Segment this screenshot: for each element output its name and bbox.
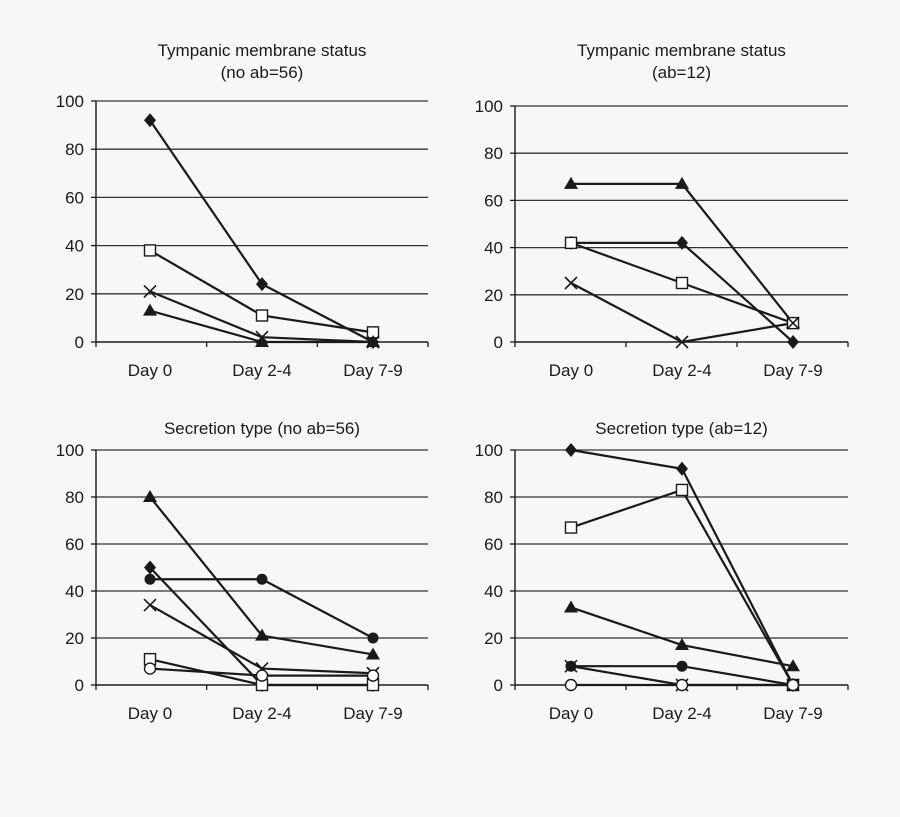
chart-panel-4: Secretion type (ab=12) 0 20 40 60 80 100 Day 0 D… xyxy=(475,419,849,723)
y-tick-label: 80 xyxy=(484,488,503,507)
series-2-point-2 xyxy=(255,309,269,322)
series-4-point-3 xyxy=(366,335,380,347)
y-tick-label: 20 xyxy=(484,286,503,305)
y-tick-label: 60 xyxy=(484,535,503,554)
x-tick-label: Day 0 xyxy=(128,361,172,380)
x-tick-label: Day 7-9 xyxy=(763,704,823,723)
y-tick-label: 40 xyxy=(484,239,503,258)
x-tick-label: Day 2-4 xyxy=(232,704,292,723)
series-line-2 xyxy=(571,241,794,343)
y-tick-label: 0 xyxy=(75,676,84,695)
series-2-point-2 xyxy=(676,235,688,250)
x-tick-label: Day 7-9 xyxy=(763,361,823,380)
y-tick-label: 100 xyxy=(475,441,503,460)
series-3-point-1 xyxy=(564,600,578,613)
series-6-point-3 xyxy=(366,669,380,682)
y-tick-label: 80 xyxy=(65,488,84,507)
chart-subtitle: (no ab=56) xyxy=(221,63,304,82)
series-1-point-1 xyxy=(144,113,156,128)
y-tick-label: 80 xyxy=(484,144,503,163)
y-tick-label: 60 xyxy=(65,188,84,207)
y-tick-label: 80 xyxy=(65,140,84,159)
series-1-point-1 xyxy=(143,490,157,502)
y-tick-label: 0 xyxy=(494,333,503,352)
y-tick-label: 100 xyxy=(475,97,503,116)
series-3-point-2 xyxy=(256,573,268,585)
series-3-point-2 xyxy=(675,638,689,651)
series-3-point-2 xyxy=(675,276,689,290)
series-line-3 xyxy=(570,606,794,668)
series-2-point-2 xyxy=(675,483,689,497)
series-4-point-2 xyxy=(255,335,269,347)
y-tick-label: 20 xyxy=(65,629,84,648)
chart-subtitle: (ab=12) xyxy=(652,63,711,82)
series-2-point-1 xyxy=(144,560,156,575)
chart-title: Tympanic membrane status xyxy=(158,41,367,60)
chart-title: Secretion type (no ab=56) xyxy=(164,419,360,438)
y-tick-label: 100 xyxy=(56,441,84,460)
series-3-point-3 xyxy=(367,632,379,644)
y-tick-label: 20 xyxy=(484,629,503,648)
series-4-point-3 xyxy=(786,316,800,330)
series-4-point-1 xyxy=(143,598,157,612)
y-tick-label: 20 xyxy=(65,285,84,304)
series-4-point-2 xyxy=(676,660,688,672)
series-line-1 xyxy=(149,119,374,343)
series-6-point-1 xyxy=(143,662,157,675)
x-tick-label: Day 2-4 xyxy=(652,361,712,380)
chart-panel-3: Secretion type (no ab=56) 0 20 40 60 80 100 Day… xyxy=(56,419,429,723)
y-tick-label: 40 xyxy=(65,237,84,256)
chart-panel-2: Tympanic membrane status (ab=12) 0 20 40 60 80… xyxy=(475,41,849,380)
series-line-2 xyxy=(570,488,794,686)
series-1-point-1 xyxy=(564,176,578,189)
series-6-point-3 xyxy=(786,678,800,692)
series-6-point-2 xyxy=(255,669,269,682)
series-4-point-1 xyxy=(564,276,578,290)
y-tick-label: 40 xyxy=(65,582,84,601)
series-3-point-1 xyxy=(143,284,157,298)
y-tick-label: 60 xyxy=(484,191,503,210)
y-tick-label: 40 xyxy=(484,582,503,601)
y-tick-label: 60 xyxy=(65,535,84,554)
x-tick-label: Day 7-9 xyxy=(343,704,403,723)
x-tick-label: Day 0 xyxy=(549,704,593,723)
series-5-point-1 xyxy=(564,659,578,673)
series-3-point-1 xyxy=(144,573,156,585)
y-tick-label: 0 xyxy=(494,676,503,695)
x-tick-label: Day 2-4 xyxy=(652,704,712,723)
series-4-point-2 xyxy=(675,335,689,349)
series-2-point-1 xyxy=(143,244,157,257)
x-tick-label: Day 0 xyxy=(128,704,172,723)
y-tick-label: 100 xyxy=(56,92,84,111)
x-tick-label: Day 2-4 xyxy=(232,361,292,380)
series-1-point-1 xyxy=(565,443,577,457)
chart-title: Secretion type (ab=12) xyxy=(595,419,767,438)
chart-panel-1: Tympanic membrane status (no ab=56) 0 20 40 6… xyxy=(56,41,429,380)
series-1-point-2 xyxy=(255,628,269,641)
series-6-point-2 xyxy=(675,678,689,692)
series-line-1 xyxy=(571,182,794,324)
series-1-point-3 xyxy=(366,647,380,660)
series-3-point-1 xyxy=(564,236,578,250)
chart-title: Tympanic membrane status xyxy=(577,41,786,60)
series-2-point-1 xyxy=(564,521,578,534)
series-line-3 xyxy=(150,578,374,639)
series-1-point-2 xyxy=(676,461,688,476)
series-1-point-2 xyxy=(256,277,268,292)
series-4-point-1 xyxy=(143,303,157,316)
x-tick-label: Day 7-9 xyxy=(343,361,403,380)
series-2-point-3 xyxy=(787,335,799,349)
series-6-point-1 xyxy=(564,678,578,692)
series-3-point-3 xyxy=(786,659,800,672)
x-tick-label: Day 0 xyxy=(549,361,593,380)
series-1-point-2 xyxy=(675,176,689,189)
y-tick-label: 0 xyxy=(75,333,84,352)
